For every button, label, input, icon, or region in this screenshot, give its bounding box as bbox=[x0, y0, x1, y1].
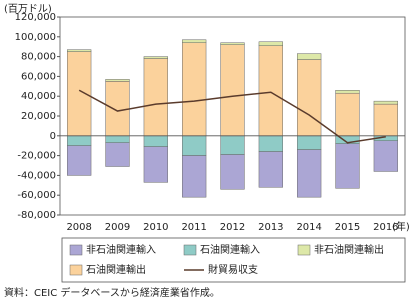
balance-line bbox=[78, 89, 386, 144]
bar-segment bbox=[220, 42, 245, 45]
y-tick-label: 120,000 bbox=[15, 12, 56, 23]
bar-segment bbox=[373, 100, 398, 105]
plot-frame bbox=[59, 16, 406, 216]
legend-label: 非石油関連輸出 bbox=[314, 243, 384, 256]
bar-segment bbox=[258, 45, 283, 137]
y-tick-label: -40,000 bbox=[17, 170, 56, 181]
y-tick-label: 0 bbox=[50, 131, 56, 142]
legend-label: 非石油関連輸入 bbox=[86, 243, 156, 256]
y-tick-label: 40,000 bbox=[21, 91, 56, 102]
bar-segment bbox=[335, 143, 360, 189]
x-unit-label: (年) bbox=[392, 220, 410, 233]
x-tick-label: 2015 bbox=[335, 222, 360, 233]
x-tick-label: 2016 bbox=[373, 222, 398, 233]
bar-segment bbox=[143, 146, 168, 183]
bar-segment bbox=[373, 140, 398, 172]
bar-segment bbox=[297, 53, 322, 60]
bar-segment bbox=[258, 151, 283, 188]
x-tick-label: 2012 bbox=[220, 222, 245, 233]
bar-segment bbox=[335, 92, 360, 137]
y-tick-label: -60,000 bbox=[17, 190, 56, 201]
bar-segment bbox=[220, 135, 245, 155]
x-tick-label: 2010 bbox=[143, 222, 168, 233]
y-tick-label: 80,000 bbox=[21, 52, 56, 63]
bar-segment bbox=[67, 145, 92, 176]
y-tick-label: -20,000 bbox=[17, 151, 56, 162]
legend-swatch bbox=[69, 264, 83, 276]
bar-segment bbox=[297, 149, 322, 198]
x-tick-label: 2013 bbox=[258, 222, 283, 233]
x-tick-label: 2009 bbox=[105, 222, 130, 233]
bar-segment bbox=[143, 135, 168, 147]
legend-box bbox=[61, 237, 406, 283]
bar-segment bbox=[143, 58, 168, 137]
bar-segment bbox=[67, 51, 92, 137]
legend-label: 石油関連輸入 bbox=[200, 243, 260, 256]
bar-segment bbox=[182, 135, 207, 156]
bar-segment bbox=[182, 39, 207, 43]
y-tick-label: 60,000 bbox=[21, 71, 56, 82]
legend-swatch bbox=[183, 244, 197, 256]
legend-swatch bbox=[297, 244, 311, 256]
bar-segment bbox=[105, 142, 130, 167]
bar-segment bbox=[105, 135, 130, 143]
x-tick-label: 2011 bbox=[181, 222, 206, 233]
bar-segment bbox=[335, 90, 360, 94]
bar-segment bbox=[373, 103, 398, 137]
y-tick-label: 20,000 bbox=[21, 111, 56, 122]
bar-segment bbox=[67, 135, 92, 146]
y-tick-label: 100,000 bbox=[15, 32, 56, 43]
bar-segment bbox=[297, 59, 322, 137]
y-unit-label: (百万ドル) bbox=[4, 3, 52, 15]
bar-segment bbox=[105, 81, 130, 137]
legend-swatch bbox=[69, 244, 83, 256]
bar-segment bbox=[297, 135, 322, 150]
bar-segment bbox=[258, 41, 283, 46]
bar-segment bbox=[105, 79, 130, 82]
bar-segment bbox=[220, 44, 245, 137]
y-tick-label: -80,000 bbox=[17, 210, 56, 221]
x-tick-label: 2014 bbox=[296, 222, 321, 233]
legend-label: 石油関連輸出 bbox=[86, 263, 146, 276]
bar-segment bbox=[220, 154, 245, 190]
bar-segment bbox=[67, 49, 92, 52]
x-tick-label: 2008 bbox=[66, 222, 91, 233]
bar-segment bbox=[182, 155, 207, 198]
bar-segment bbox=[258, 135, 283, 152]
legend-label: 財貿易収支 bbox=[208, 263, 258, 276]
bar-segment bbox=[182, 42, 207, 137]
source-note: 資料：CEIC データベースから経済産業省作成。 bbox=[4, 286, 220, 299]
bar-segment bbox=[143, 56, 168, 59]
